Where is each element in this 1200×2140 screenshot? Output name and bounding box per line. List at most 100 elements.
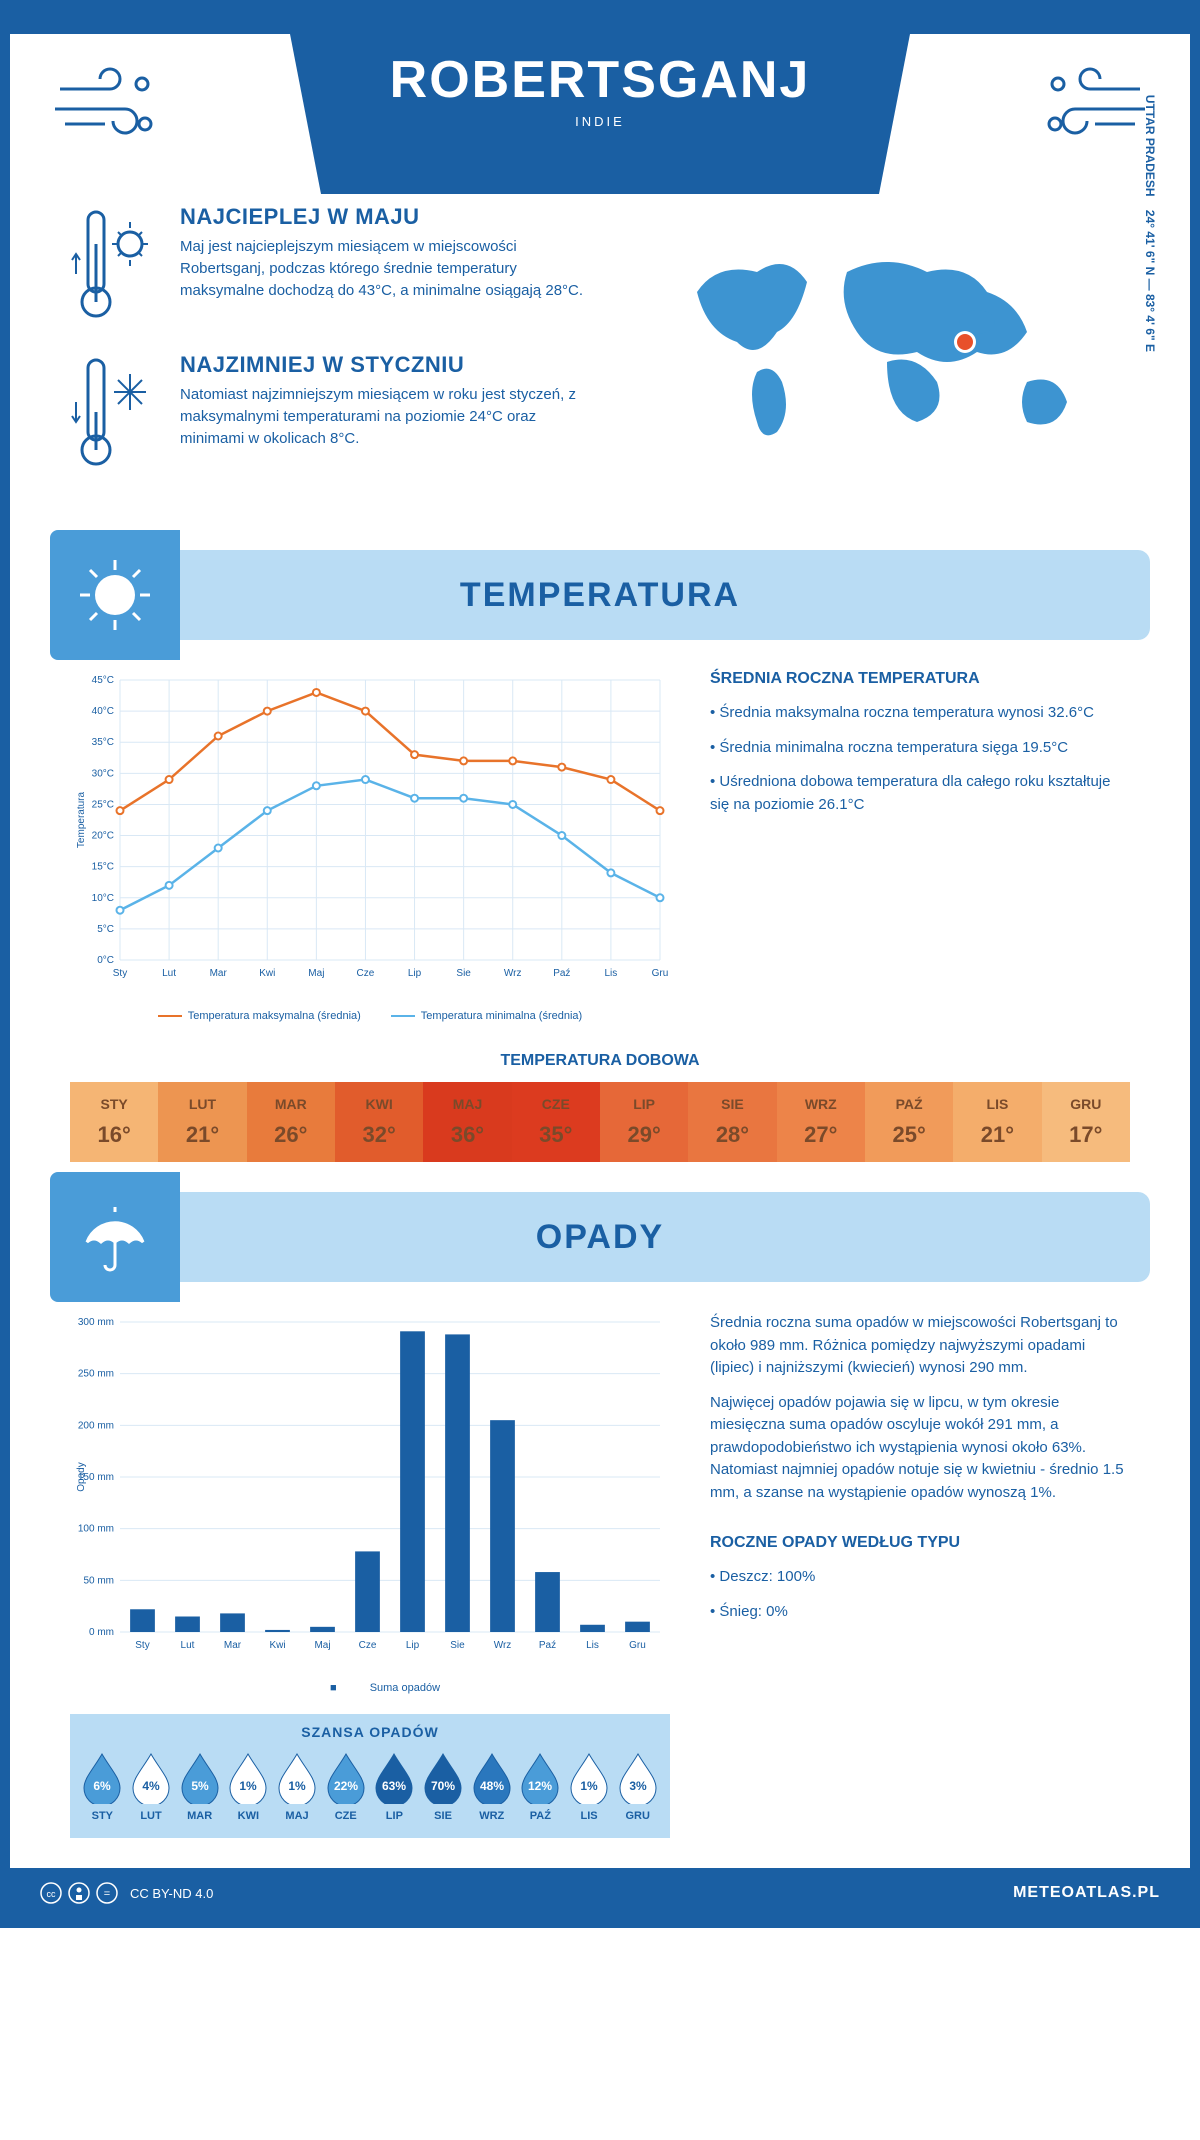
rain-drop: 4%LUT [127, 1750, 176, 1822]
svg-text:Lut: Lut [162, 968, 176, 979]
rain-drop: 3%GRU [613, 1750, 662, 1822]
rain-drop: 63%LIP [370, 1750, 419, 1822]
svg-text:45°C: 45°C [92, 675, 114, 686]
svg-text:Maj: Maj [308, 968, 324, 979]
temperature-line-chart: 0°C5°C10°C15°C20°C25°C30°C35°C40°C45°CSt… [70, 670, 670, 1000]
svg-text:Kwi: Kwi [259, 968, 275, 979]
svg-text:0 mm: 0 mm [89, 1627, 114, 1638]
title-zone: ROBERTSGANJ INDIE [10, 34, 1190, 194]
svg-text:Wrz: Wrz [494, 1640, 512, 1651]
footer: cc = CC BY-ND 4.0 METEOATLAS.PL [10, 1868, 1190, 1918]
svg-text:Temperatura: Temperatura [76, 791, 87, 848]
svg-text:Mar: Mar [224, 1640, 242, 1651]
svg-text:5°C: 5°C [97, 924, 114, 935]
svg-text:63%: 63% [382, 1779, 406, 1793]
rain-para2: Najwięcej opadów pojawia się w lipcu, w … [710, 1392, 1130, 1505]
svg-text:12%: 12% [528, 1779, 552, 1793]
svg-text:5%: 5% [191, 1779, 209, 1793]
temp-bullets: Średnia maksymalna roczna temperatura wy… [710, 702, 1130, 816]
svg-text:20°C: 20°C [92, 831, 114, 842]
country-subtitle: INDIE [370, 114, 830, 129]
license-text: CC BY-ND 4.0 [130, 1886, 213, 1901]
svg-text:cc: cc [47, 1889, 57, 1899]
svg-text:Sie: Sie [456, 968, 471, 979]
daily-cell: MAJ36° [423, 1082, 511, 1162]
temp-legend: Temperatura maksymalna (średnia) Tempera… [70, 1010, 670, 1022]
daily-cell: WRZ27° [777, 1082, 865, 1162]
rain-drop: 22%CZE [321, 1750, 370, 1822]
svg-text:250 mm: 250 mm [78, 1369, 114, 1380]
svg-text:Cze: Cze [359, 1640, 377, 1651]
wind-icon [50, 64, 160, 144]
svg-text:48%: 48% [480, 1779, 504, 1793]
svg-text:Gru: Gru [629, 1640, 646, 1651]
hot-fact: NAJCIEPLEJ W MAJU Maj jest najcieplejszy… [70, 204, 604, 324]
svg-text:10°C: 10°C [92, 893, 114, 904]
svg-text:6%: 6% [94, 1779, 112, 1793]
svg-text:3%: 3% [629, 1779, 647, 1793]
svg-text:Sty: Sty [135, 1640, 149, 1651]
svg-text:Lip: Lip [408, 968, 422, 979]
svg-text:Mar: Mar [210, 968, 228, 979]
svg-text:Lut: Lut [181, 1640, 195, 1651]
rain-drop: 5%MAR [175, 1750, 224, 1822]
site-name: METEOATLAS.PL [1013, 1884, 1160, 1902]
cold-text: Natomiast najzimniejszym miesiącem w rok… [180, 384, 604, 449]
coordinates: UTTAR PRADESH 24° 41' 6" N — 83° 4' 6" E [1143, 95, 1157, 352]
rain-drop: 1%LIS [565, 1750, 614, 1822]
rain-drop: 1%MAJ [273, 1750, 322, 1822]
temp-section-header: TEMPERATURA [50, 550, 1150, 640]
rain-drop: 6%STY [78, 1750, 127, 1822]
svg-text:Maj: Maj [314, 1640, 330, 1651]
cold-title: NAJZIMNIEJ W STYCZNIU [180, 352, 604, 378]
svg-text:Lis: Lis [586, 1640, 599, 1651]
daily-cell: CZE35° [512, 1082, 600, 1162]
intro-section: NAJCIEPLEJ W MAJU Maj jest najcieplejszy… [10, 194, 1190, 530]
page-frame: ROBERTSGANJ INDIE NAJCIEPLEJ W MAJU Maj … [0, 0, 1200, 1928]
svg-text:200 mm: 200 mm [78, 1420, 114, 1431]
svg-text:Paź: Paź [539, 1640, 556, 1651]
daily-cell: LIP29° [600, 1082, 688, 1162]
svg-text:0°C: 0°C [97, 955, 114, 966]
svg-text:Opady: Opady [76, 1462, 87, 1491]
rain-drop: 70%SIE [419, 1750, 468, 1822]
wind-icon [1040, 64, 1150, 144]
cc-icons: cc = [40, 1882, 118, 1904]
rain-title: OPADY [536, 1218, 664, 1257]
rain-drop: 1%KWI [224, 1750, 273, 1822]
daily-cell: PAŹ25° [865, 1082, 953, 1162]
world-map-icon [667, 232, 1107, 472]
svg-text:70%: 70% [431, 1779, 455, 1793]
daily-temp-title: TEMPERATURA DOBOWA [70, 1052, 1130, 1070]
thermometer-sun-icon [70, 204, 160, 324]
svg-text:1%: 1% [288, 1779, 306, 1793]
hot-title: NAJCIEPLEJ W MAJU [180, 204, 604, 230]
avg-temp-title: ŚREDNIA ROCZNA TEMPERATURA [710, 670, 1130, 688]
svg-text:4%: 4% [142, 1779, 160, 1793]
rain-legend: ■ Suma opadów [70, 1682, 670, 1694]
temp-title: TEMPERATURA [460, 576, 740, 615]
rain-chance-panel: SZANSA OPADÓW 6%STY4%LUT5%MAR1%KWI1%MAJ2… [70, 1714, 670, 1838]
hot-text: Maj jest najcieplejszym miesiącem w miej… [180, 236, 604, 301]
svg-text:1%: 1% [580, 1779, 598, 1793]
svg-text:100 mm: 100 mm [78, 1524, 114, 1535]
svg-text:1%: 1% [240, 1779, 258, 1793]
rain-drop: 12%PAŹ [516, 1750, 565, 1822]
daily-cell: STY16° [70, 1082, 158, 1162]
svg-text:40°C: 40°C [92, 706, 114, 717]
rain-drop: 48%WRZ [467, 1750, 516, 1822]
svg-text:15°C: 15°C [92, 862, 114, 873]
svg-text:300 mm: 300 mm [78, 1317, 114, 1328]
daily-cell: LUT21° [158, 1082, 246, 1162]
sun-icon [50, 530, 180, 660]
svg-text:Sie: Sie [450, 1640, 465, 1651]
city-title: ROBERTSGANJ [370, 50, 830, 110]
daily-cell: LIS21° [953, 1082, 1041, 1162]
rain-chance-title: SZANSA OPADÓW [70, 1714, 670, 1750]
rain-para1: Średnia roczna suma opadów w miejscowośc… [710, 1312, 1130, 1380]
svg-text:Wrz: Wrz [504, 968, 522, 979]
svg-text:Sty: Sty [113, 968, 127, 979]
top-band [10, 10, 1190, 34]
daily-cell: KWI32° [335, 1082, 423, 1162]
svg-text:Cze: Cze [357, 968, 375, 979]
